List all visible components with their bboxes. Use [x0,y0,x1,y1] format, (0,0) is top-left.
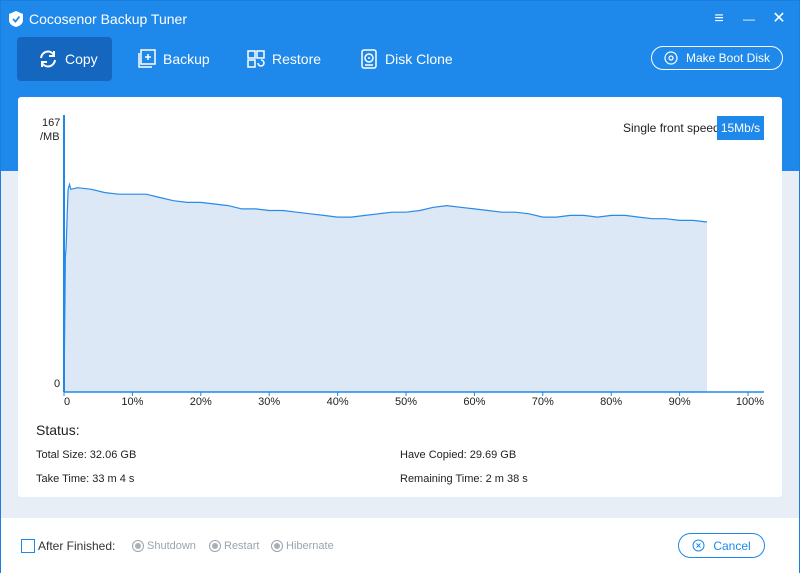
tab-restore[interactable]: Restore [246,37,331,81]
app-logo-icon [9,11,23,27]
make-boot-disk-label: Make Boot Disk [685,51,771,65]
hibernate-radio[interactable] [271,540,283,552]
x-tick-label: 80% [600,396,622,407]
after-finished-checkbox[interactable] [21,539,35,553]
copy-refresh-icon [40,50,56,68]
x-tick-label: 10% [121,396,143,407]
chart-area-fill [64,184,707,392]
x-tick-label: 30% [258,396,280,407]
restart-radio[interactable] [209,540,221,552]
take-time: Take Time: 33 m 4 s [36,473,135,485]
x-tick-label: 40% [327,396,349,407]
cancel-x-icon [692,539,705,552]
tab-copy-label: Copy [65,51,98,67]
have-copied: Have Copied: 29.69 GB [400,449,517,461]
tab-disk-clone[interactable]: Disk Clone [359,37,459,81]
y-axis-top-label: 167 [42,117,61,129]
restart-label: Restart [224,540,260,552]
disc-icon [664,51,678,65]
y-axis-zero-label: 0 [54,378,61,390]
tab-backup-label: Backup [163,51,210,67]
after-finished-label: After Finished: [38,539,116,553]
x-tick-label: 100% [736,396,764,407]
tab-backup[interactable]: Backup [137,37,217,81]
chart-series-line [63,182,708,393]
speed-badge: 15Mb/s [717,116,764,140]
remaining-time: Remaining Time: 2 m 38 s [400,473,528,485]
tab-disk-clone-label: Disk Clone [385,51,453,67]
backup-plus-icon [138,49,156,68]
x-tick-label: 20% [190,396,212,407]
speed-label: Single front speed [623,121,720,135]
make-boot-disk-button[interactable]: Make Boot Disk [651,46,783,70]
close-button[interactable]: ✕ [772,10,786,27]
x-tick-label: 0 [64,396,70,407]
speed-chart: 0 10% 20% 30% 40% 50% 60% 70% 80% 90% 100% [63,115,764,407]
menu-icon[interactable]: ≡ [714,10,724,27]
x-tick-label: 60% [463,396,485,407]
tab-copy[interactable]: Copy [17,37,112,81]
y-axis-unit-label: /MB [40,131,60,143]
shutdown-radio[interactable] [132,540,144,552]
chart-x-ticks: 0 10% 20% 30% 40% 50% 60% 70% 80% 90% 100% [63,392,764,407]
footer-bar: After Finished: Shutdown Restart Hiberna… [1,518,799,573]
total-size: Total Size: 32.06 GB [36,449,137,461]
disk-clone-icon [361,49,377,69]
cancel-button[interactable]: Cancel [678,533,765,558]
shutdown-label: Shutdown [147,540,196,552]
x-tick-label: 50% [395,396,417,407]
app-title: Cocosenor Backup Tuner [29,11,187,27]
minimize-button[interactable]: — [743,12,755,26]
title-bar: Cocosenor Backup Tuner ≡ — ✕ [1,1,799,37]
hibernate-label: Hibernate [286,540,334,552]
x-tick-label: 90% [669,396,691,407]
cancel-label: Cancel [713,538,751,553]
progress-panel: 0 10% 20% 30% 40% 50% 60% 70% 80% 90% 100% 167 /MB… [18,97,782,497]
x-tick-label: 70% [532,396,554,407]
tab-restore-label: Restore [272,51,322,67]
restore-icon [247,50,265,68]
status-title: Status: [36,422,80,438]
